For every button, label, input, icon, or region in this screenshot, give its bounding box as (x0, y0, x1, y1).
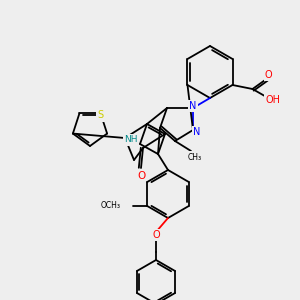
Text: CH₃: CH₃ (188, 152, 202, 161)
Text: O: O (265, 70, 272, 80)
Text: O: O (137, 171, 145, 181)
Text: N: N (193, 127, 201, 137)
Text: NH: NH (124, 136, 138, 145)
Text: N: N (189, 101, 197, 111)
Text: S: S (98, 110, 103, 120)
Text: OCH₃: OCH₃ (100, 202, 120, 211)
Text: OH: OH (265, 95, 280, 105)
Text: O: O (152, 230, 160, 240)
